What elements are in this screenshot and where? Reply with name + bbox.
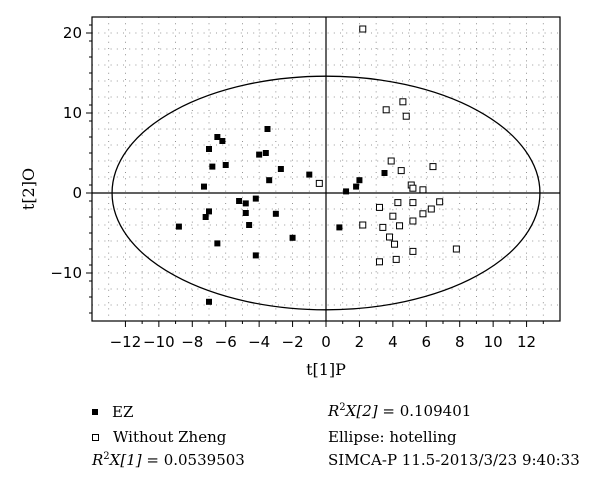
point-without-zheng bbox=[379, 223, 387, 231]
point-without-zheng bbox=[427, 205, 435, 213]
point-without-zheng bbox=[429, 163, 437, 171]
legend-label-without-zheng: Without Zheng bbox=[113, 428, 227, 446]
point-without-zheng bbox=[397, 167, 405, 175]
point-ez bbox=[252, 252, 259, 259]
point-without-zheng bbox=[409, 184, 417, 192]
r2x1-mid: X[1] = bbox=[109, 451, 164, 469]
point-without-zheng bbox=[315, 179, 323, 187]
point-ez bbox=[219, 138, 226, 144]
point-ez bbox=[336, 224, 343, 231]
point-ez bbox=[209, 163, 216, 170]
y-tick-label: −10 bbox=[50, 264, 82, 282]
point-without-zheng bbox=[387, 157, 395, 165]
point-ez bbox=[289, 234, 296, 241]
x-tick-label: −2 bbox=[282, 333, 304, 351]
x-tick-label: 8 bbox=[455, 333, 465, 351]
point-ez bbox=[262, 150, 269, 156]
point-ez bbox=[264, 126, 271, 132]
data-points bbox=[175, 25, 460, 305]
r2x1-prefix: R bbox=[92, 451, 104, 469]
point-ez bbox=[242, 210, 249, 216]
point-without-zheng bbox=[392, 255, 400, 263]
point-ez bbox=[236, 198, 243, 204]
x-tick-label: −12 bbox=[110, 333, 142, 351]
point-without-zheng bbox=[409, 247, 417, 255]
score-plot: t[1]P t[2]O −12 −10 −8 −6 −4 −2 0 2 4 6 8 10 12−1001… bbox=[19, 16, 561, 379]
point-without-zheng bbox=[396, 222, 404, 230]
point-ez bbox=[356, 177, 363, 184]
point-ez bbox=[206, 208, 212, 215]
zero-axes bbox=[92, 17, 560, 321]
x-tick-label: 12 bbox=[517, 333, 536, 351]
point-ez bbox=[381, 170, 388, 176]
x-tick-label: −4 bbox=[248, 333, 270, 351]
point-ez bbox=[252, 195, 259, 202]
x-tick-label: −8 bbox=[181, 333, 203, 351]
x-axis-label: t[1]P bbox=[306, 360, 346, 379]
x-tick-label: −10 bbox=[143, 333, 175, 351]
point-without-zheng bbox=[436, 198, 444, 206]
x-tick-label: 4 bbox=[388, 333, 398, 351]
r2x1-text: R2X[1] = 0.0539503 bbox=[92, 451, 245, 469]
point-ez bbox=[222, 162, 229, 168]
point-ez bbox=[277, 166, 284, 172]
point-without-zheng bbox=[399, 98, 407, 106]
point-ez bbox=[206, 298, 212, 305]
y-axis-label: t[2]O bbox=[19, 168, 38, 210]
point-ez bbox=[353, 183, 360, 190]
x-tick-label: −6 bbox=[215, 333, 237, 351]
point-ez bbox=[272, 210, 279, 217]
point-without-zheng bbox=[452, 245, 460, 253]
point-ez bbox=[206, 146, 212, 152]
point-without-zheng bbox=[359, 25, 367, 33]
point-ez bbox=[175, 223, 182, 230]
point-ez bbox=[200, 183, 207, 190]
r2x1-sup: 2 bbox=[103, 451, 110, 462]
x-tick-label: 6 bbox=[422, 333, 432, 351]
point-without-zheng bbox=[389, 212, 397, 220]
y-tick-label: 20 bbox=[63, 24, 82, 42]
point-without-zheng bbox=[402, 112, 410, 120]
point-without-zheng bbox=[409, 199, 417, 207]
hotelling-ellipse bbox=[111, 75, 541, 311]
r2x1-value: 0.0539503 bbox=[163, 451, 245, 469]
legend-item-without-zheng: Without Zheng bbox=[92, 428, 226, 446]
software-text: SIMCA-P 11.5-2013/3/23 9:40:33 bbox=[328, 451, 580, 469]
x-tick-label: 10 bbox=[484, 333, 503, 351]
point-ez bbox=[202, 214, 209, 220]
point-ez bbox=[214, 240, 221, 247]
point-without-zheng bbox=[382, 106, 390, 114]
point-ez bbox=[256, 151, 263, 158]
r2x2-value: 0.109401 bbox=[399, 402, 472, 420]
point-without-zheng bbox=[386, 233, 394, 241]
r2x2-prefix: R bbox=[328, 402, 340, 420]
point-ez bbox=[266, 177, 273, 184]
x-tick-label: 2 bbox=[355, 333, 365, 351]
x-tick-label: 0 bbox=[321, 333, 331, 351]
point-ez bbox=[306, 171, 313, 178]
legend-item-ez: EZ bbox=[92, 403, 133, 421]
point-ez bbox=[214, 134, 221, 140]
point-ez bbox=[343, 188, 350, 195]
r2x2-text: R2X[2] = 0.109401 bbox=[328, 402, 471, 420]
point-without-zheng bbox=[419, 210, 427, 218]
point-ez bbox=[246, 222, 253, 228]
point-without-zheng bbox=[359, 221, 367, 229]
tick-marks bbox=[86, 24, 544, 327]
legend-label-ez: EZ bbox=[112, 403, 134, 421]
point-without-zheng bbox=[375, 258, 383, 266]
r2x2-mid: X[2] = bbox=[345, 402, 400, 420]
point-without-zheng bbox=[409, 217, 417, 225]
point-ez bbox=[242, 200, 249, 207]
r2x2-sup: 2 bbox=[339, 402, 346, 413]
point-without-zheng bbox=[394, 199, 402, 207]
open-square-icon bbox=[92, 433, 99, 441]
filled-square-icon bbox=[92, 409, 98, 415]
y-tick-label: 10 bbox=[63, 104, 82, 122]
point-without-zheng bbox=[419, 186, 427, 194]
y-tick-label: 0 bbox=[72, 184, 82, 202]
ellipse-text: Ellipse: hotelling bbox=[328, 428, 457, 446]
point-without-zheng bbox=[375, 203, 383, 211]
point-without-zheng bbox=[391, 240, 399, 248]
